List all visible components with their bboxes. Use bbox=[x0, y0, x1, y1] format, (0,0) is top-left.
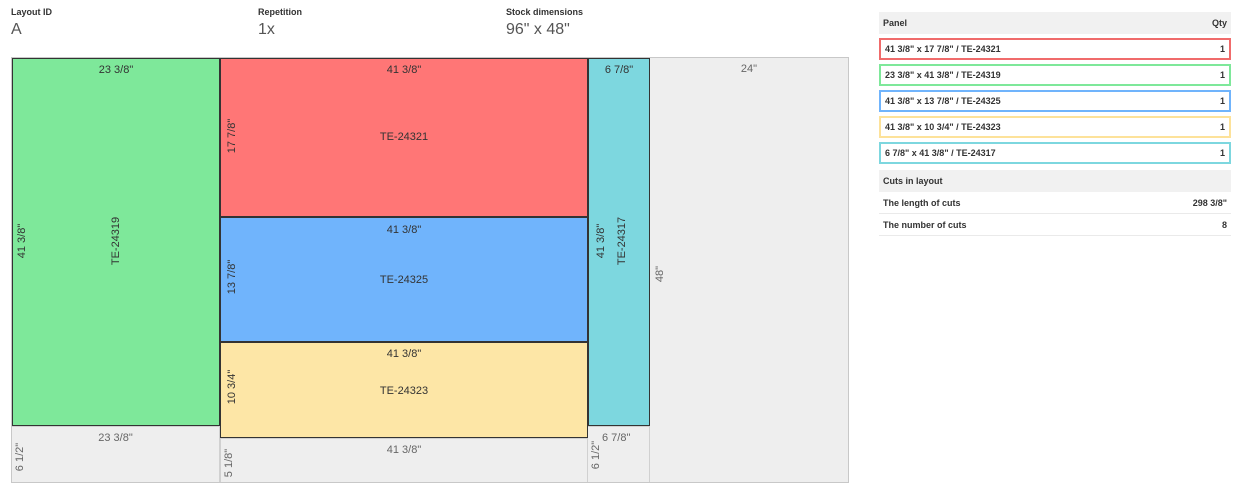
waste-height-label: 6 1/2" bbox=[590, 440, 602, 470]
cuts-section-header: Cuts in layout bbox=[879, 170, 1231, 192]
panel-row-qty: 1 bbox=[1219, 70, 1225, 80]
panel-row[interactable]: 41 3/8" x 10 3/4" / TE-24323 1 bbox=[879, 116, 1231, 138]
panel-width-label: 41 3/8" bbox=[386, 348, 422, 360]
layout-id-label: Layout ID bbox=[11, 7, 53, 17]
waste-below-cyan: 6 7/8" 6 1/2" bbox=[588, 426, 650, 482]
waste-width-label: 41 3/8" bbox=[386, 444, 422, 456]
repetition-value: 1x bbox=[258, 21, 275, 38]
panels-table-header: Panel Qty bbox=[879, 12, 1231, 34]
panel-row-label: 41 3/8" x 13 7/8" / TE-24325 bbox=[885, 96, 1001, 106]
stock-dimensions-label: Stock dimensions bbox=[506, 7, 584, 17]
waste-below-yellow: 41 3/8" 5 1/8" bbox=[220, 438, 588, 482]
cuts-number-row: The number of cuts 8 bbox=[879, 214, 1231, 236]
waste-width-label: 23 3/8" bbox=[98, 432, 133, 444]
panel-row-qty: 1 bbox=[1219, 122, 1225, 132]
panel-id-label: TE-24319 bbox=[110, 216, 122, 266]
stock-dimensions-field: Stock dimensions 96" x 48" bbox=[506, 7, 583, 39]
cuts-length-value: 298 3/8" bbox=[1192, 197, 1227, 208]
panel-height-label: 41 3/8" bbox=[16, 223, 28, 259]
panel-row[interactable]: 6 7/8" x 41 3/8" / TE-24317 1 bbox=[879, 142, 1231, 164]
layout-id-field: Layout ID A bbox=[11, 7, 52, 39]
panel-te-24319[interactable]: 23 3/8" 41 3/8" TE-24319 bbox=[12, 58, 220, 426]
waste-below-green: 23 3/8" 6 1/2" bbox=[12, 426, 220, 482]
waste-height-label: 6 1/2" bbox=[14, 442, 26, 472]
panel-id-label: TE-24323 bbox=[379, 385, 429, 397]
qty-column-header: Qty bbox=[1211, 18, 1227, 28]
stock-dimensions-value: 96" x 48" bbox=[506, 21, 570, 38]
panel-width-label: 23 3/8" bbox=[98, 64, 134, 76]
cuts-number-label: The number of cuts bbox=[883, 219, 967, 230]
waste-width-label: 6 7/8" bbox=[602, 432, 631, 444]
panel-row[interactable]: 41 3/8" x 13 7/8" / TE-24325 1 bbox=[879, 90, 1231, 112]
panel-te-24325[interactable]: 41 3/8" 13 7/8" TE-24325 bbox=[220, 217, 588, 342]
panels-sidebar: Panel Qty 41 3/8" x 17 7/8" / TE-24321 1… bbox=[879, 12, 1231, 236]
panel-width-label: 41 3/8" bbox=[386, 224, 422, 236]
panel-row[interactable]: 41 3/8" x 17 7/8" / TE-24321 1 bbox=[879, 38, 1231, 60]
waste-height-label: 48" bbox=[654, 265, 666, 283]
panel-te-24317[interactable]: 6 7/8" 41 3/8" TE-24317 bbox=[588, 58, 650, 426]
cuts-length-row: The length of cuts 298 3/8" bbox=[879, 192, 1231, 214]
panel-width-label: 6 7/8" bbox=[604, 64, 634, 76]
panel-row-qty: 1 bbox=[1219, 44, 1225, 54]
panel-row-label: 41 3/8" x 10 3/4" / TE-24323 bbox=[885, 122, 1001, 132]
cuts-length-label: The length of cuts bbox=[883, 197, 961, 208]
panel-row-qty: 1 bbox=[1219, 148, 1225, 158]
panel-height-label: 41 3/8" bbox=[595, 223, 607, 259]
panel-row-qty: 1 bbox=[1219, 96, 1225, 106]
panel-te-24323[interactable]: 41 3/8" 10 3/4" TE-24323 bbox=[220, 342, 588, 438]
panel-row-label: 41 3/8" x 17 7/8" / TE-24321 bbox=[885, 44, 1001, 54]
waste-height-label: 5 1/8" bbox=[223, 448, 235, 478]
waste-width-label: 24" bbox=[740, 63, 758, 75]
panel-row-label: 23 3/8" x 41 3/8" / TE-24319 bbox=[885, 70, 1001, 80]
layout-id-value: A bbox=[11, 21, 22, 38]
cuts-number-value: 8 bbox=[1221, 219, 1227, 230]
panel-id-label: TE-24325 bbox=[379, 274, 429, 286]
panel-id-label: TE-24317 bbox=[616, 216, 628, 266]
panel-row[interactable]: 23 3/8" x 41 3/8" / TE-24319 1 bbox=[879, 64, 1231, 86]
cutting-layout-canvas: 23 3/8" 41 3/8" TE-24319 41 3/8" 17 7/8"… bbox=[11, 57, 849, 483]
panel-row-label: 6 7/8" x 41 3/8" / TE-24317 bbox=[885, 148, 996, 158]
repetition-label: Repetition bbox=[258, 7, 302, 17]
panel-id-label: TE-24321 bbox=[379, 131, 429, 143]
panel-te-24321[interactable]: 41 3/8" 17 7/8" TE-24321 bbox=[220, 58, 588, 217]
waste-right-strip: 24" 48" bbox=[650, 58, 848, 482]
panel-column-header: Panel bbox=[883, 18, 908, 28]
panel-width-label: 41 3/8" bbox=[386, 64, 422, 76]
repetition-field: Repetition 1x bbox=[258, 7, 302, 39]
